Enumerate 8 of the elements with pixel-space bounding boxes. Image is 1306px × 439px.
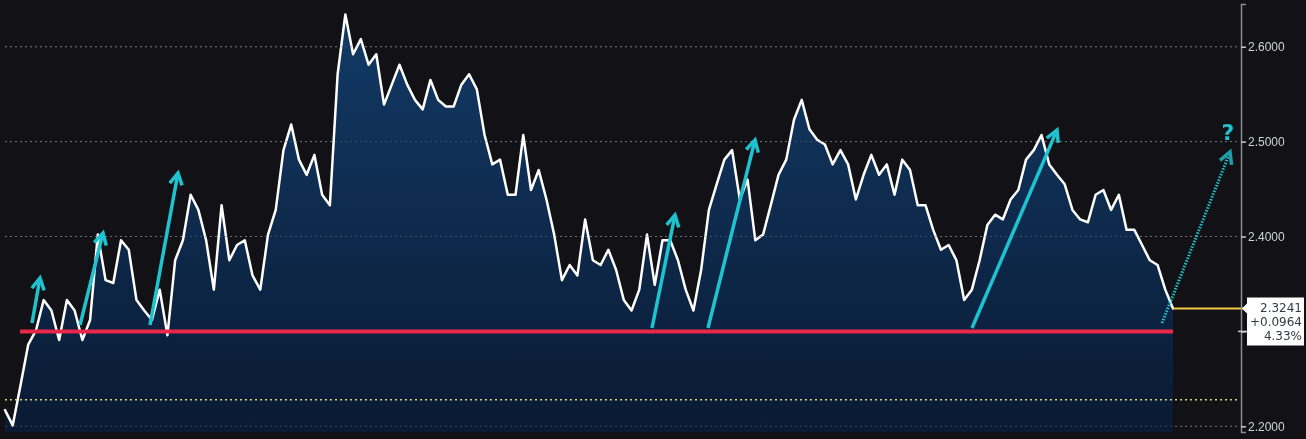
ref-line-label: 2.3241 [1260,300,1302,315]
text: +0.0964 [1249,314,1302,329]
y-tick-label: 2.2000 [1248,419,1286,434]
text: 4.33% [1263,328,1302,343]
text: ? [1221,120,1235,145]
y-tick-label: 2.5000 [1248,134,1286,149]
y-tick-label: 2.6000 [1248,40,1286,55]
y-tick-label: 2.4000 [1248,229,1286,244]
